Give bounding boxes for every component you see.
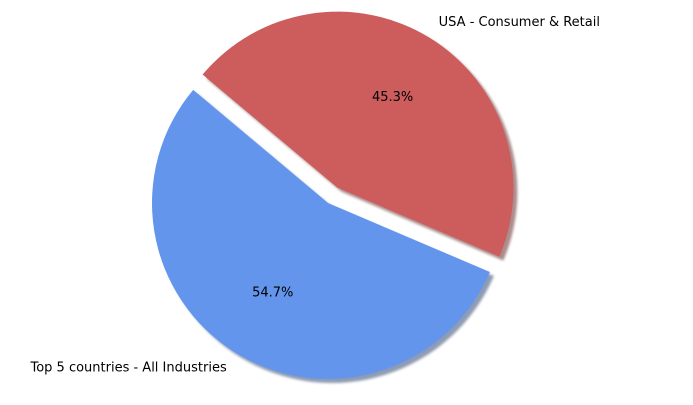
slice-label-top-5-countries-all-industries: Top 5 countries - All Industries [29,361,226,376]
pie-slice-usa-consumer-retail [202,11,514,257]
pie-labels: Top 5 countries - All Industries 54.7% USA… [29,15,599,375]
pie-slice-top-5-countries-all-industries [152,89,490,380]
slice-percent-usa-consumer-retail: 45.3% [372,90,413,105]
slice-percent-top-5-countries-all-industries: 54.7% [252,286,293,301]
pie-slices [152,11,514,380]
slice-label-usa-consumer-retail: USA - Consumer & Retail [439,15,600,30]
